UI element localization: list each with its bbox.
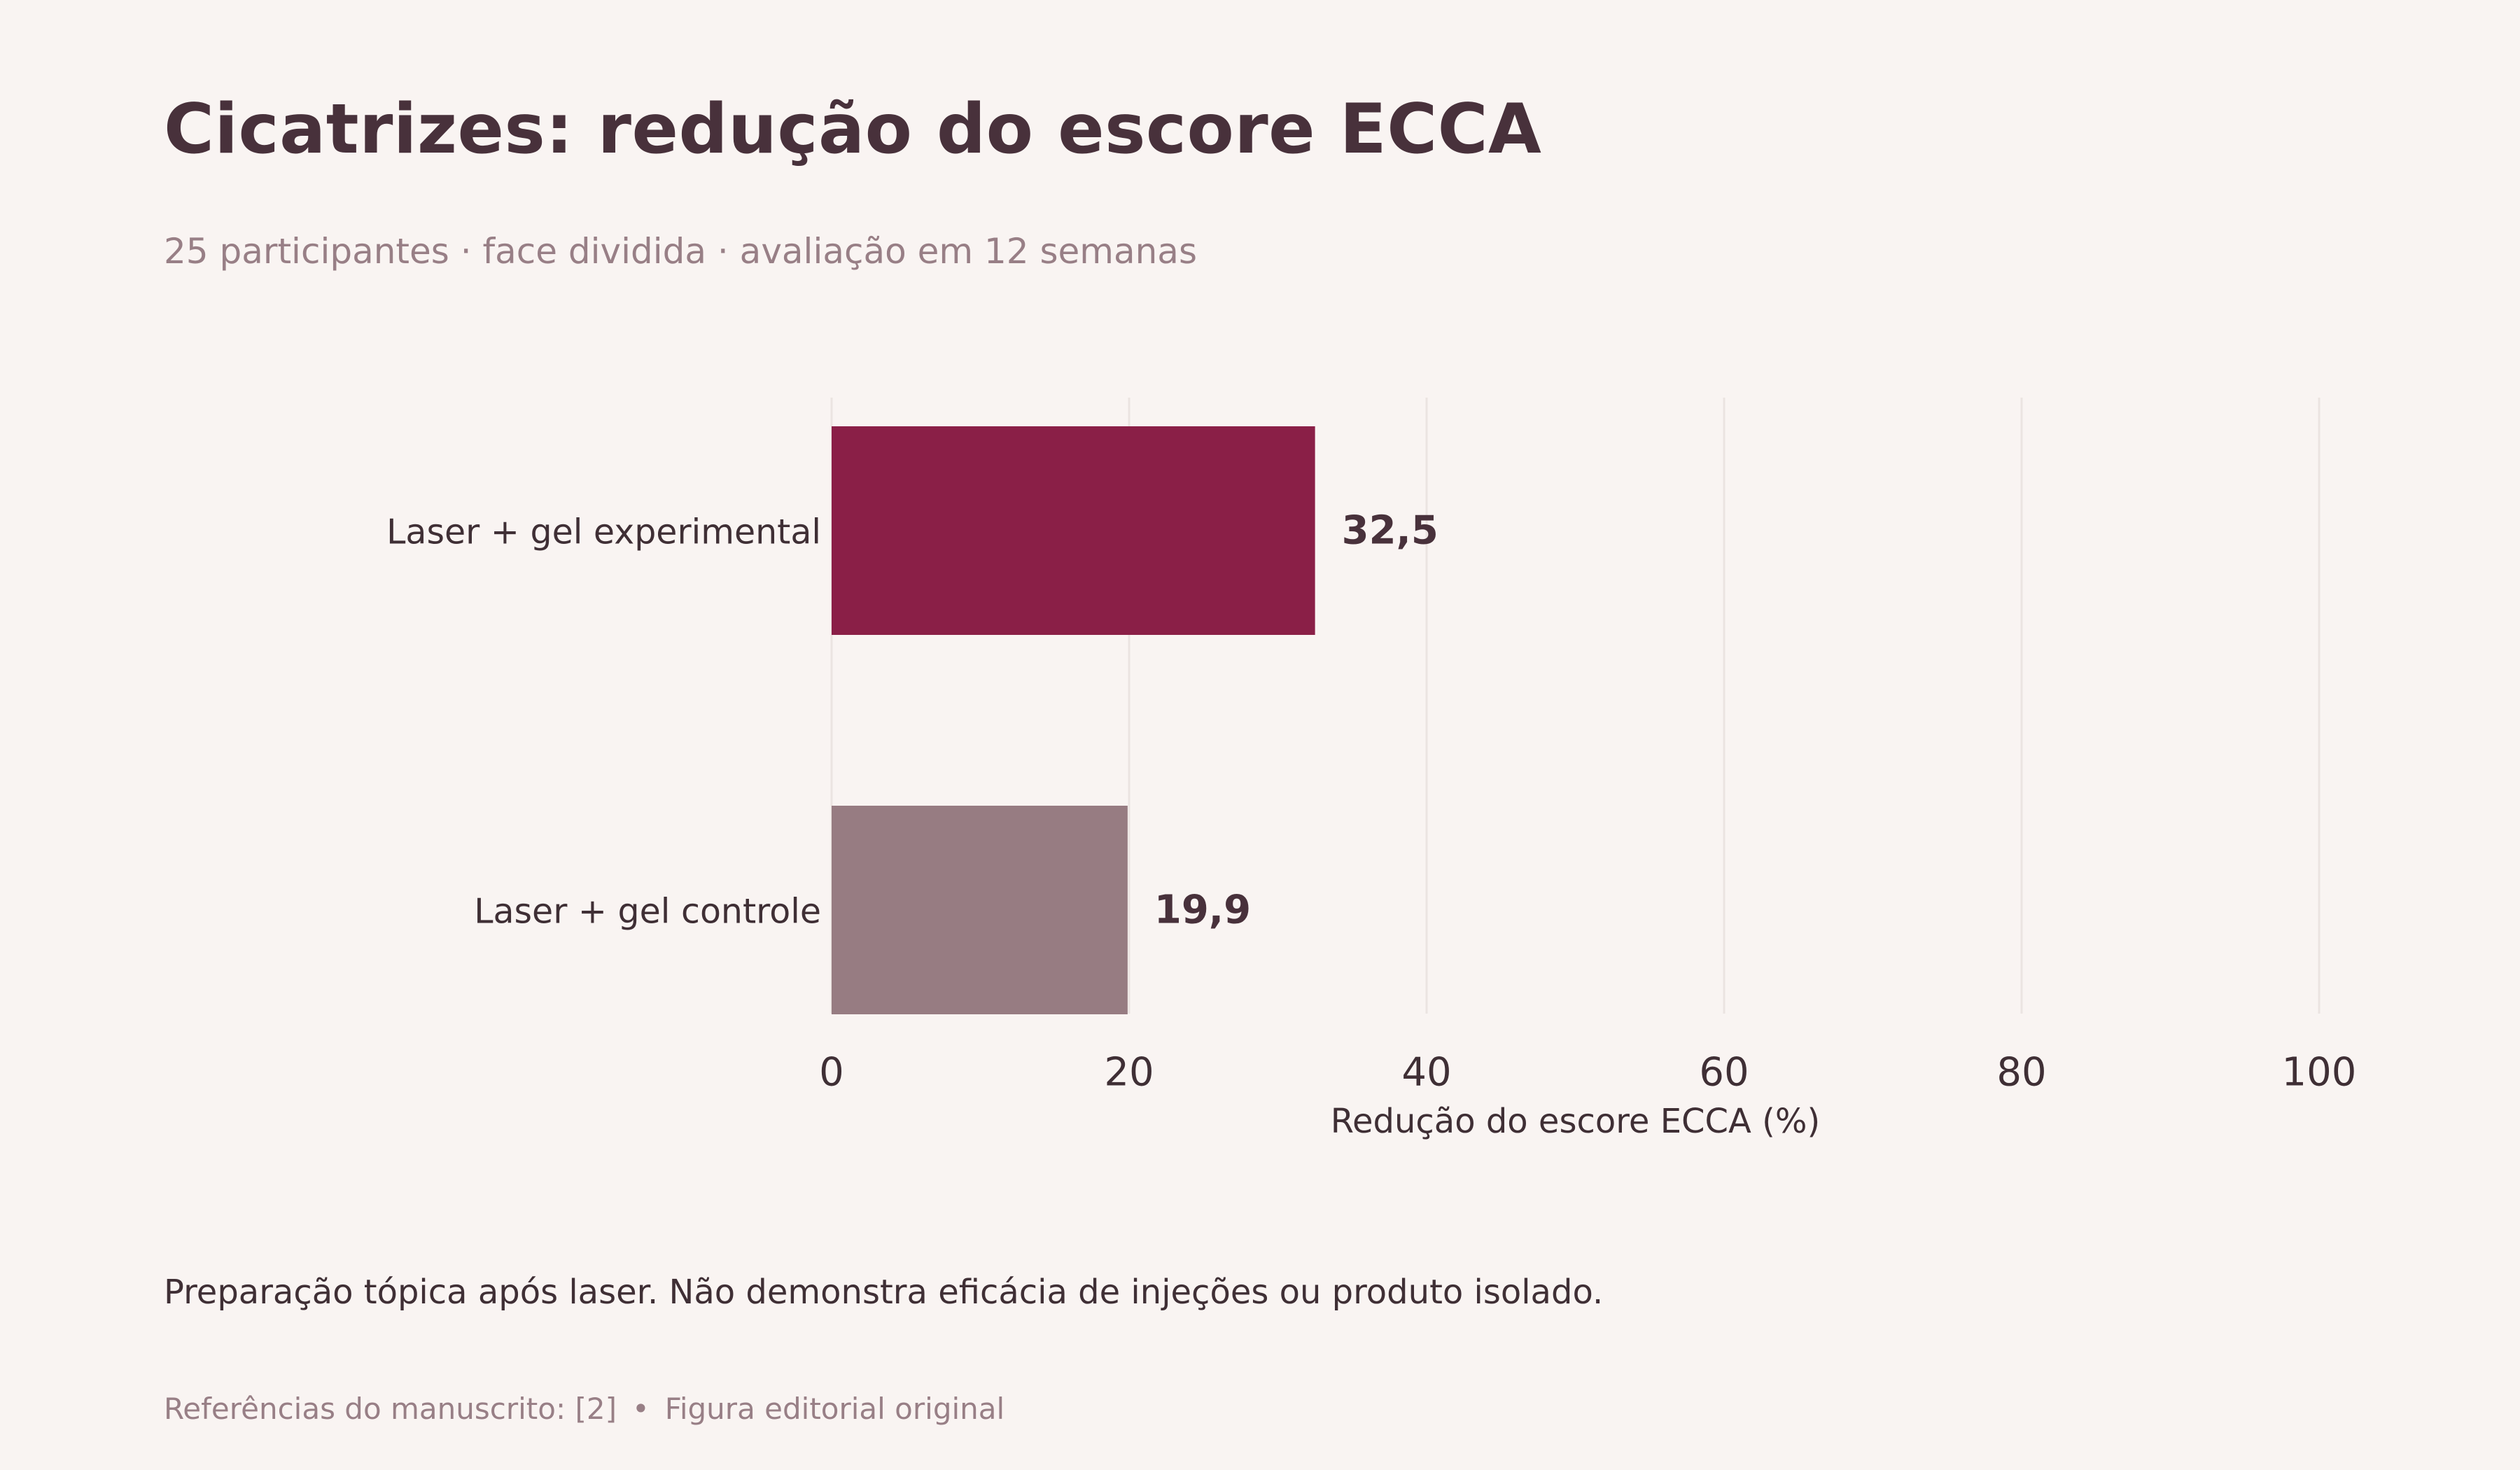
bar	[832, 426, 1315, 635]
footer-references: Referências do manuscrito: [2]	[164, 1392, 617, 1426]
category-label: Laser + gel controle	[474, 892, 821, 932]
x-tick-label: 60	[1699, 1050, 1749, 1096]
bar	[832, 806, 1128, 1014]
category-label: Laser + gel experimental	[386, 512, 821, 552]
x-tick-label: 40	[1401, 1050, 1451, 1096]
data-label: 19,9	[1154, 888, 1251, 933]
footer-separator: •	[631, 1392, 650, 1426]
footer-credit: Figura editorial original	[664, 1392, 1005, 1426]
chart-note: Preparação tópica após laser. Não demons…	[164, 1273, 1604, 1312]
x-tick-label: 20	[1104, 1050, 1154, 1096]
data-label: 32,5	[1342, 508, 1438, 554]
footer: Referências do manuscrito: [2] • Figura ed…	[164, 1392, 1004, 1426]
x-tick-label: 100	[2282, 1050, 2357, 1096]
x-axis-label: Redução do escore ECCA (%)	[1331, 1102, 1820, 1141]
x-tick-label: 0	[819, 1050, 844, 1096]
chart-title: Cicatrizes: redução do escore ECCA	[164, 90, 1542, 169]
chart-subtitle: 25 participantes · face dividida · avali…	[164, 231, 1198, 272]
x-tick-label: 80	[1996, 1050, 2046, 1096]
